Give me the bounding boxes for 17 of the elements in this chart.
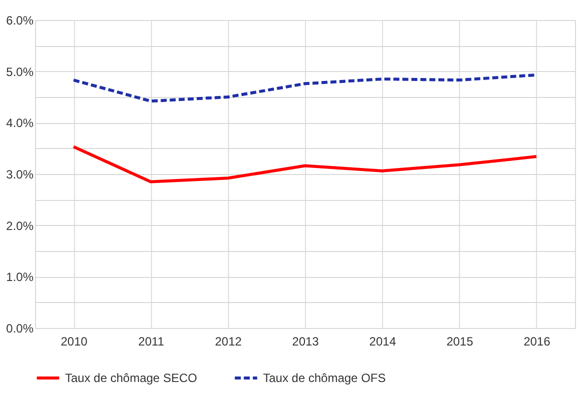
x-tick-label: 2016 xyxy=(524,334,551,348)
y-tick-label: 3.0% xyxy=(6,168,34,182)
y-tick-label: 0.0% xyxy=(6,322,34,336)
x-tick-label: 2013 xyxy=(292,334,320,348)
line-series xyxy=(72,145,538,184)
x-tick-label: 2015 xyxy=(446,334,474,348)
x-tick-label: 2010 xyxy=(60,334,88,348)
y-tick-label: 6.0% xyxy=(6,14,34,28)
y-tick-label: 4.0% xyxy=(6,116,34,130)
y-tick-label: 2.0% xyxy=(6,218,34,233)
x-tick-label: 2012 xyxy=(215,334,242,348)
y-tick-label: 5.0% xyxy=(6,64,34,79)
legend-label: Taux de chômage OFS xyxy=(263,371,386,385)
x-tick-label: 2011 xyxy=(138,334,164,348)
y-tick-label: 1.0% xyxy=(6,270,34,284)
x-tick-label: 2014 xyxy=(369,334,396,348)
legend-label: Taux de chômage SECO xyxy=(65,371,198,385)
